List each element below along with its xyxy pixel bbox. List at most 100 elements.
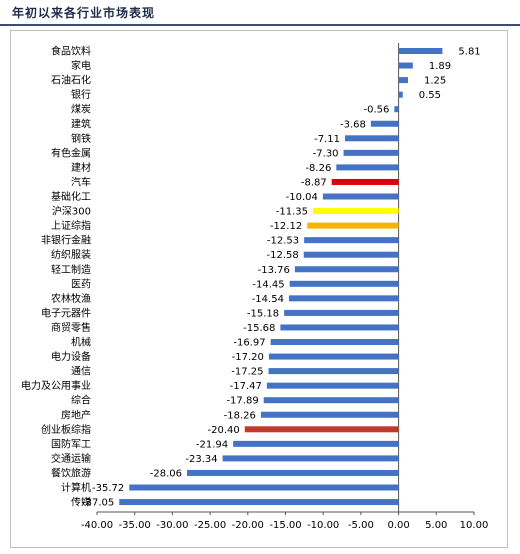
bar [233, 440, 399, 447]
bar [313, 208, 399, 215]
bar [304, 237, 399, 244]
data-label: -12.53 [267, 236, 299, 247]
data-label: -16.97 [233, 338, 265, 349]
data-label: -10.04 [286, 192, 318, 203]
bar [222, 455, 399, 462]
category-label: 综合 [71, 394, 91, 407]
data-label: -11.35 [276, 207, 308, 218]
data-label: 1.89 [429, 61, 451, 72]
category-label: 纺织服装 [51, 248, 91, 261]
bar [336, 164, 399, 171]
category-label: 医药 [71, 278, 91, 290]
data-label: -12.12 [270, 221, 302, 232]
category-label: 电子元器件 [41, 306, 91, 319]
data-label: -8.26 [305, 163, 331, 174]
page-title: 年初以来各行业市场表现 [12, 6, 156, 20]
category-label: 建筑 [71, 117, 91, 130]
data-label: -17.89 [226, 396, 258, 407]
data-label: -15.18 [247, 308, 279, 319]
x-tick-label: 5.00 [425, 520, 447, 531]
data-label: -14.54 [252, 294, 284, 305]
category-label: 钢铁 [71, 132, 91, 145]
data-label: 0.55 [419, 90, 441, 101]
bar [268, 368, 399, 375]
category-label: 交通运输 [51, 452, 91, 465]
x-tick-label: 0.00 [387, 520, 409, 531]
chart-frame [10, 30, 508, 548]
bar [288, 295, 399, 302]
data-label: -12.58 [266, 250, 298, 261]
bar [260, 411, 399, 418]
bar [268, 353, 399, 360]
x-tick-label: -35.00 [119, 520, 151, 531]
data-label: -35.72 [92, 483, 124, 494]
data-label: -37.05 [82, 498, 114, 509]
category-label: 非银行金融 [41, 234, 91, 247]
category-label: 电力及公用事业 [21, 379, 91, 392]
data-label: -7.11 [314, 134, 340, 145]
category-label: 有色金属 [51, 146, 91, 159]
x-tick-label: 10.00 [460, 520, 489, 531]
x-tick-label: -10.00 [307, 520, 339, 531]
category-label: 传媒 [71, 497, 91, 509]
bar [187, 469, 399, 476]
x-tick-label: -40.00 [81, 520, 113, 531]
category-label: 轻工制造 [51, 263, 91, 276]
category-label: 建材 [71, 161, 91, 174]
bar [244, 426, 399, 433]
bar [394, 106, 399, 113]
bar [303, 251, 399, 258]
bar [322, 193, 399, 200]
data-label: -13.76 [258, 265, 290, 276]
bar [284, 309, 399, 316]
data-label: 1.25 [424, 76, 446, 87]
category-label: 食品饮料 [51, 45, 91, 58]
category-label: 通信 [71, 366, 91, 378]
bar [129, 484, 399, 491]
x-tick-label: -20.00 [232, 520, 264, 531]
bar [119, 499, 399, 506]
data-label: -28.06 [150, 468, 182, 479]
category-label: 汽车 [71, 175, 91, 188]
bar [370, 120, 399, 127]
data-label: -8.87 [301, 177, 327, 188]
data-label: -14.45 [252, 279, 284, 290]
data-label: -20.40 [208, 425, 240, 436]
data-label: -18.26 [224, 410, 256, 421]
category-label: 家电 [71, 59, 91, 72]
bar [331, 178, 399, 185]
category-label: 农林牧渔 [51, 292, 91, 305]
category-label: 煤炭 [71, 103, 91, 116]
bar [344, 135, 399, 142]
category-label: 餐饮旅游 [51, 466, 91, 479]
category-label: 机械 [71, 336, 91, 349]
title-underline [0, 24, 520, 26]
x-tick-label: -25.00 [194, 520, 226, 531]
bar [270, 339, 399, 345]
data-label: -17.20 [232, 352, 264, 363]
category-label: 银行 [71, 88, 91, 101]
bar [307, 222, 399, 229]
x-tick-label: -30.00 [156, 520, 188, 531]
bar [263, 397, 399, 404]
category-label: 国防军工 [51, 437, 91, 450]
category-label: 商贸零售 [51, 321, 91, 334]
data-label: -17.47 [230, 381, 262, 392]
bar [266, 382, 399, 389]
x-tick-label: -15.00 [269, 520, 301, 531]
data-label: -15.68 [243, 323, 275, 334]
bar [398, 77, 409, 84]
data-label: -23.34 [185, 454, 217, 465]
category-label: 石油石化 [51, 74, 91, 87]
bar [289, 280, 399, 287]
category-label: 计算机 [61, 481, 91, 494]
bar [343, 149, 399, 156]
bar [398, 91, 403, 98]
category-label: 基础化工 [51, 190, 91, 203]
category-label: 沪深300 [52, 205, 91, 218]
category-label: 房地产 [61, 408, 91, 421]
data-label: -7.30 [313, 148, 339, 159]
bar [294, 266, 399, 273]
bar [280, 324, 399, 331]
